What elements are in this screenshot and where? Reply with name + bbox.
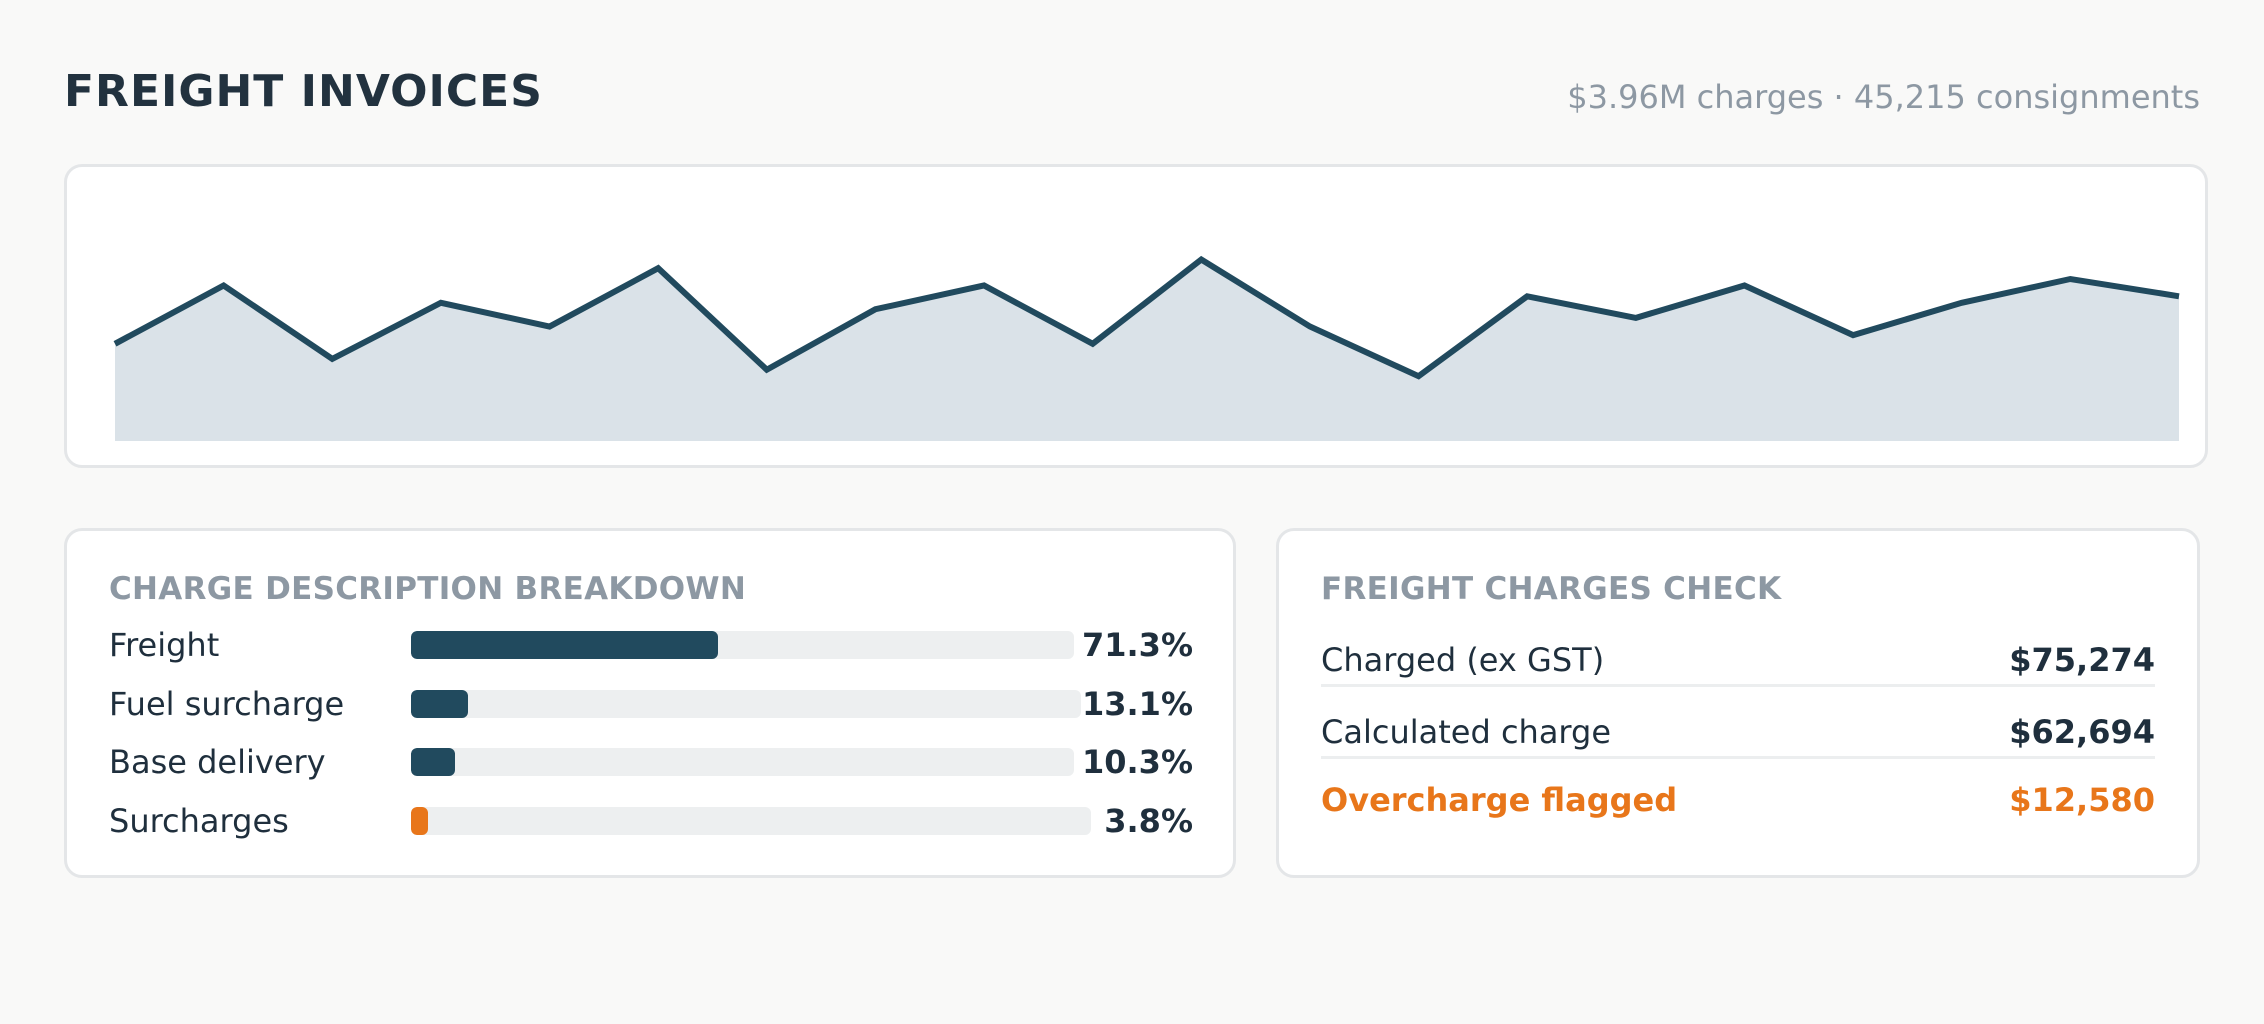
trend-chart-card xyxy=(64,164,2208,468)
check-label: Calculated charge xyxy=(1321,713,1612,751)
freight-charges-check-card: FREIGHT CHARGES CHECK Charged (ex GST) $… xyxy=(1276,528,2200,878)
breakdown-bar-track xyxy=(411,690,1081,718)
breakdown-bar-track xyxy=(411,631,1074,659)
trend-chart xyxy=(113,255,2180,441)
charge-breakdown-card: CHARGE DESCRIPTION BREAKDOWN Freight 71.… xyxy=(64,528,1236,878)
breakdown-row-base-delivery: Base delivery 10.3% xyxy=(109,742,1193,782)
breakdown-row-fuel-surcharge: Fuel surcharge 13.1% xyxy=(109,684,1193,724)
check-value: $75,274 xyxy=(2009,641,2155,679)
check-title: FREIGHT CHARGES CHECK xyxy=(1321,571,1782,607)
check-value: $62,694 xyxy=(2009,713,2155,751)
check-row-calculated: Calculated charge $62,694 xyxy=(1321,709,2155,759)
breakdown-value: 13.1% xyxy=(1081,685,1193,723)
breakdown-bar-track xyxy=(411,807,1091,835)
breakdown-label: Freight xyxy=(109,626,220,664)
breakdown-label: Base delivery xyxy=(109,743,326,781)
breakdown-value: 10.3% xyxy=(1081,743,1193,781)
breakdown-value: 71.3% xyxy=(1081,626,1193,664)
breakdown-label: Fuel surcharge xyxy=(109,685,345,723)
breakdown-label: Surcharges xyxy=(109,802,289,840)
check-row-charged: Charged (ex GST) $75,274 xyxy=(1321,637,2155,687)
header-summary: $3.96M charges · 45,215 consignments xyxy=(1567,78,2200,116)
breakdown-row-freight: Freight 71.3% xyxy=(109,625,1193,665)
trend-line xyxy=(113,255,2180,380)
check-value: $12,580 xyxy=(2009,781,2155,819)
trend-area xyxy=(115,259,2179,441)
breakdown-bar-fill xyxy=(411,807,428,835)
check-label: Charged (ex GST) xyxy=(1321,641,1605,679)
page-title: FREIGHT INVOICES xyxy=(64,66,543,117)
check-row-overcharge: Overcharge flagged $12,580 xyxy=(1321,777,2155,827)
breakdown-title: CHARGE DESCRIPTION BREAKDOWN xyxy=(109,571,747,607)
breakdown-bar-fill xyxy=(411,748,456,776)
breakdown-bar-fill xyxy=(411,690,469,718)
breakdown-bar-track xyxy=(411,748,1074,776)
breakdown-value: 3.8% xyxy=(1104,802,1193,840)
breakdown-bar-fill xyxy=(411,631,719,659)
breakdown-row-surcharges: Surcharges 3.8% xyxy=(109,801,1193,841)
check-label: Overcharge flagged xyxy=(1321,781,1678,819)
